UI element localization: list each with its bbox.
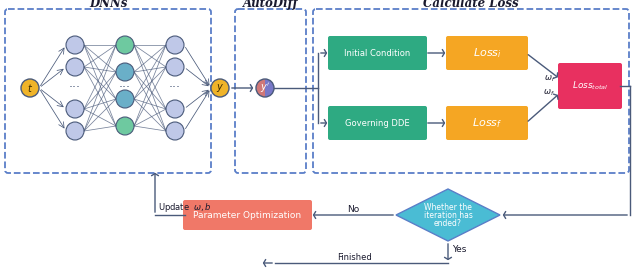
Text: Calculate Loss: Calculate Loss [423,0,519,10]
Circle shape [166,100,184,118]
Text: $y'$: $y'$ [260,81,270,95]
Text: Parameter Optimization: Parameter Optimization [193,210,301,219]
Text: $Loss_{total}$: $Loss_{total}$ [572,80,608,92]
Circle shape [66,100,84,118]
Wedge shape [265,79,274,97]
Text: AutoDiff: AutoDiff [243,0,299,10]
Text: Governing DDE: Governing DDE [345,118,410,127]
Text: DNNs: DNNs [89,0,127,10]
Text: $y$: $y$ [216,82,224,94]
Circle shape [116,36,134,54]
Circle shape [116,63,134,81]
Wedge shape [256,79,265,97]
Text: $t$: $t$ [27,82,33,94]
Text: Finished: Finished [337,253,371,262]
Circle shape [116,117,134,135]
Text: iteration has: iteration has [424,210,472,219]
Text: ended?: ended? [434,218,462,227]
Circle shape [21,79,39,97]
Text: $Loss_f$: $Loss_f$ [472,116,502,130]
Text: ···: ··· [119,81,131,95]
Text: Initial Condition: Initial Condition [344,48,411,58]
Circle shape [66,36,84,54]
Text: No: No [347,206,359,215]
Text: Yes: Yes [452,245,467,254]
Circle shape [66,58,84,76]
Text: ···: ··· [69,81,81,95]
FancyBboxPatch shape [183,200,312,230]
Text: ···: ··· [169,81,181,95]
FancyBboxPatch shape [446,106,528,140]
Circle shape [66,122,84,140]
FancyBboxPatch shape [328,106,427,140]
FancyBboxPatch shape [558,63,622,109]
Text: Update  $\omega,b$: Update $\omega,b$ [158,201,212,213]
Text: $\omega_f$: $\omega_f$ [543,88,555,98]
Circle shape [211,79,229,97]
Text: $Loss_i$: $Loss_i$ [473,46,501,60]
Text: $\omega_i$: $\omega_i$ [545,74,555,84]
Circle shape [166,58,184,76]
Circle shape [166,36,184,54]
Polygon shape [396,189,500,241]
FancyBboxPatch shape [328,36,427,70]
Text: Whether the: Whether the [424,202,472,212]
Circle shape [166,122,184,140]
Circle shape [116,90,134,108]
FancyBboxPatch shape [446,36,528,70]
